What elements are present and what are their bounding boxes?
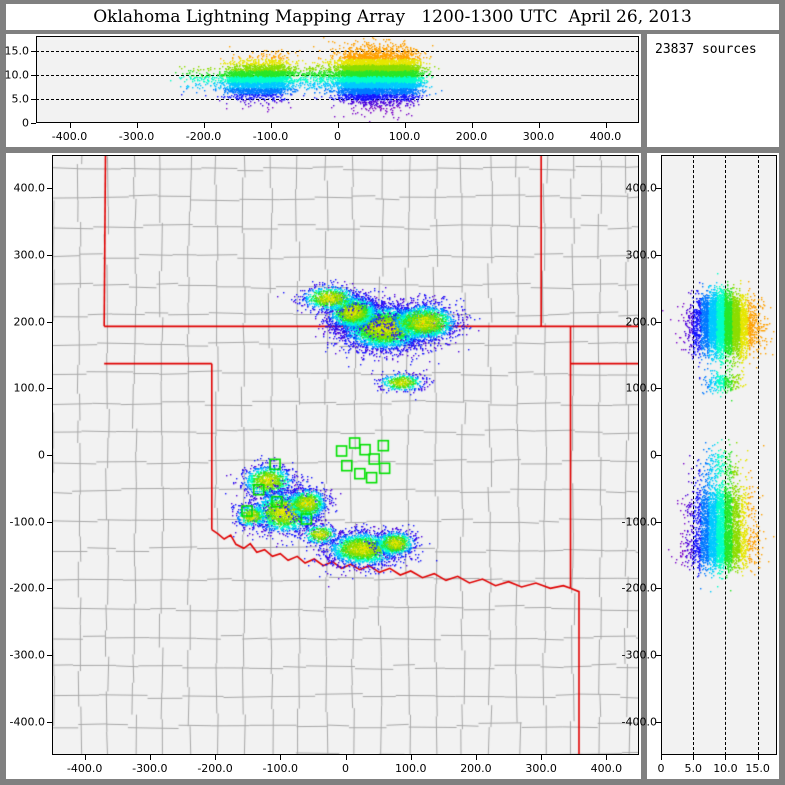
x-tick-label: 200.0 bbox=[456, 130, 488, 143]
plan-view-map-plot-area bbox=[52, 155, 639, 755]
x-tick-label: -400.0 bbox=[52, 130, 87, 143]
y-tick-label: -200.0 bbox=[10, 582, 45, 595]
y-tick-mark bbox=[31, 75, 36, 76]
y-tick-label: 400.0 bbox=[626, 182, 658, 195]
x-tick-label: -400.0 bbox=[67, 762, 102, 775]
y-tick-mark bbox=[47, 388, 52, 389]
x-tick-mark bbox=[280, 755, 281, 760]
y-tick-label: 300.0 bbox=[14, 249, 46, 262]
x-tick-mark bbox=[346, 755, 347, 760]
x-tick-mark bbox=[472, 123, 473, 128]
x-tick-label: 0 bbox=[658, 762, 665, 775]
plan-view-map-panel: -400.0 -300.0 -200.0 -100.0 0 100.0 200.0 300.0… bbox=[6, 153, 641, 779]
x-tick-mark bbox=[204, 123, 205, 128]
y-tick-label: -200.0 bbox=[622, 582, 657, 595]
x-tick-mark bbox=[725, 755, 726, 760]
y-tick-mark bbox=[47, 188, 52, 189]
x-tick-mark bbox=[137, 123, 138, 128]
height-north-panel: 05.010.015.0-400.0-300.0-200.0-100.00100… bbox=[647, 153, 779, 779]
y-tick-mark bbox=[47, 455, 52, 456]
x-tick-label: -300.0 bbox=[119, 130, 154, 143]
x-tick-label: 0 bbox=[334, 130, 341, 143]
y-tick-mark bbox=[47, 322, 52, 323]
sources-count-label: 23837 sources bbox=[655, 42, 757, 57]
y-tick-mark bbox=[31, 123, 36, 124]
x-tick-label: 400.0 bbox=[591, 762, 623, 775]
lightning-sources-scatter bbox=[661, 155, 777, 755]
lightning-sources-scatter bbox=[36, 36, 639, 123]
x-tick-label: 400.0 bbox=[590, 130, 622, 143]
time-height-plot-area bbox=[36, 36, 639, 123]
y-tick-label: -300.0 bbox=[622, 649, 657, 662]
screenshot-root: Oklahoma Lightning Mapping Array 1200-13… bbox=[0, 0, 785, 785]
x-tick-label: -300.0 bbox=[132, 762, 167, 775]
y-tick-label: 200.0 bbox=[14, 315, 46, 328]
y-tick-label: 0 bbox=[22, 117, 29, 130]
page-title: Oklahoma Lightning Mapping Array 1200-13… bbox=[93, 7, 692, 27]
y-tick-label: -300.0 bbox=[10, 649, 45, 662]
x-tick-mark bbox=[70, 123, 71, 128]
y-tick-mark bbox=[47, 522, 52, 523]
x-tick-mark bbox=[85, 755, 86, 760]
x-tick-mark bbox=[405, 123, 406, 128]
x-tick-label: 300.0 bbox=[525, 762, 557, 775]
y-tick-mark bbox=[47, 588, 52, 589]
y-tick-label: -400.0 bbox=[10, 715, 45, 728]
y-tick-label: 15.0 bbox=[5, 44, 30, 57]
x-tick-label: 10.0 bbox=[713, 762, 738, 775]
y-tick-label: 100.0 bbox=[626, 382, 658, 395]
x-tick-label: 200.0 bbox=[460, 762, 492, 775]
x-tick-mark bbox=[476, 755, 477, 760]
y-tick-label: -100.0 bbox=[10, 515, 45, 528]
title-bar: Oklahoma Lightning Mapping Array 1200-13… bbox=[6, 4, 779, 30]
y-tick-mark bbox=[31, 99, 36, 100]
y-tick-label: 100.0 bbox=[14, 382, 46, 395]
x-tick-mark bbox=[215, 755, 216, 760]
x-tick-mark bbox=[411, 755, 412, 760]
x-tick-label: 100.0 bbox=[389, 130, 421, 143]
sources-count-panel: 23837 sources bbox=[647, 34, 779, 147]
x-tick-mark bbox=[758, 755, 759, 760]
y-tick-label: -400.0 bbox=[622, 715, 657, 728]
height-north-plot-area bbox=[661, 155, 777, 755]
x-tick-label: -100.0 bbox=[253, 130, 288, 143]
y-tick-label: 10.0 bbox=[5, 68, 30, 81]
x-tick-label: 5.0 bbox=[684, 762, 702, 775]
x-tick-label: 100.0 bbox=[395, 762, 427, 775]
y-tick-label: 5.0 bbox=[12, 92, 30, 105]
lma-station-markers bbox=[52, 155, 639, 755]
x-tick-mark bbox=[338, 123, 339, 128]
y-tick-mark bbox=[47, 722, 52, 723]
y-tick-label: -100.0 bbox=[622, 515, 657, 528]
y-tick-mark bbox=[47, 255, 52, 256]
time-height-panel: -400.0 -300.0 -200.0 -100.0 0 100.0 200.0 300.0… bbox=[6, 34, 641, 147]
x-tick-label: 15.0 bbox=[745, 762, 770, 775]
x-tick-mark bbox=[541, 755, 542, 760]
x-tick-mark bbox=[606, 123, 607, 128]
x-tick-mark bbox=[693, 755, 694, 760]
x-tick-label: 300.0 bbox=[523, 130, 555, 143]
y-tick-label: 200.0 bbox=[626, 315, 658, 328]
x-tick-mark bbox=[539, 123, 540, 128]
y-tick-label: 0 bbox=[650, 449, 657, 462]
y-tick-label: 300.0 bbox=[626, 249, 658, 262]
x-tick-label: 0 bbox=[342, 762, 349, 775]
x-tick-mark bbox=[150, 755, 151, 760]
x-tick-label: -100.0 bbox=[263, 762, 298, 775]
x-tick-label: -200.0 bbox=[186, 130, 221, 143]
x-tick-mark bbox=[271, 123, 272, 128]
y-tick-mark bbox=[31, 51, 36, 52]
x-tick-mark bbox=[606, 755, 607, 760]
y-tick-label: 0 bbox=[38, 449, 45, 462]
x-tick-label: -200.0 bbox=[197, 762, 232, 775]
x-tick-mark bbox=[661, 755, 662, 760]
y-tick-label: 400.0 bbox=[14, 182, 46, 195]
y-tick-mark bbox=[47, 655, 52, 656]
